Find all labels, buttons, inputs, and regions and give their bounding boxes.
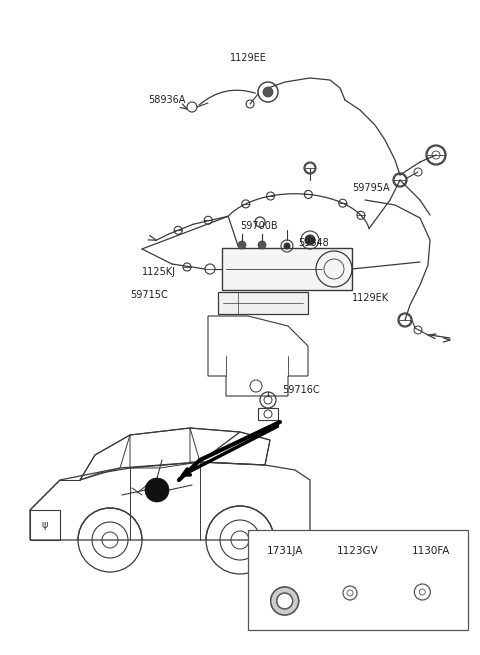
Text: 1123GV: 1123GV — [337, 546, 379, 556]
Text: ψ: ψ — [42, 520, 48, 530]
Circle shape — [258, 241, 266, 249]
Text: 59848: 59848 — [298, 238, 329, 248]
Circle shape — [305, 235, 315, 245]
Bar — [248, 530, 468, 630]
Text: 59700B: 59700B — [240, 221, 277, 231]
Circle shape — [284, 243, 290, 249]
Bar — [258, 408, 278, 420]
Bar — [222, 248, 352, 290]
Text: 59795A: 59795A — [352, 183, 390, 193]
Bar — [218, 292, 308, 314]
Text: 1129EE: 1129EE — [230, 53, 267, 63]
Text: 1731JA: 1731JA — [266, 546, 303, 556]
Circle shape — [238, 241, 246, 249]
Text: 1125KJ: 1125KJ — [142, 267, 176, 277]
Text: 59715C: 59715C — [130, 290, 168, 300]
Text: 59716C: 59716C — [282, 385, 320, 395]
Text: 58936A: 58936A — [148, 95, 185, 105]
Wedge shape — [271, 587, 299, 615]
Circle shape — [263, 87, 273, 97]
Text: 1130FA: 1130FA — [412, 546, 451, 556]
Circle shape — [145, 478, 169, 502]
Text: 1129EK: 1129EK — [352, 293, 389, 303]
